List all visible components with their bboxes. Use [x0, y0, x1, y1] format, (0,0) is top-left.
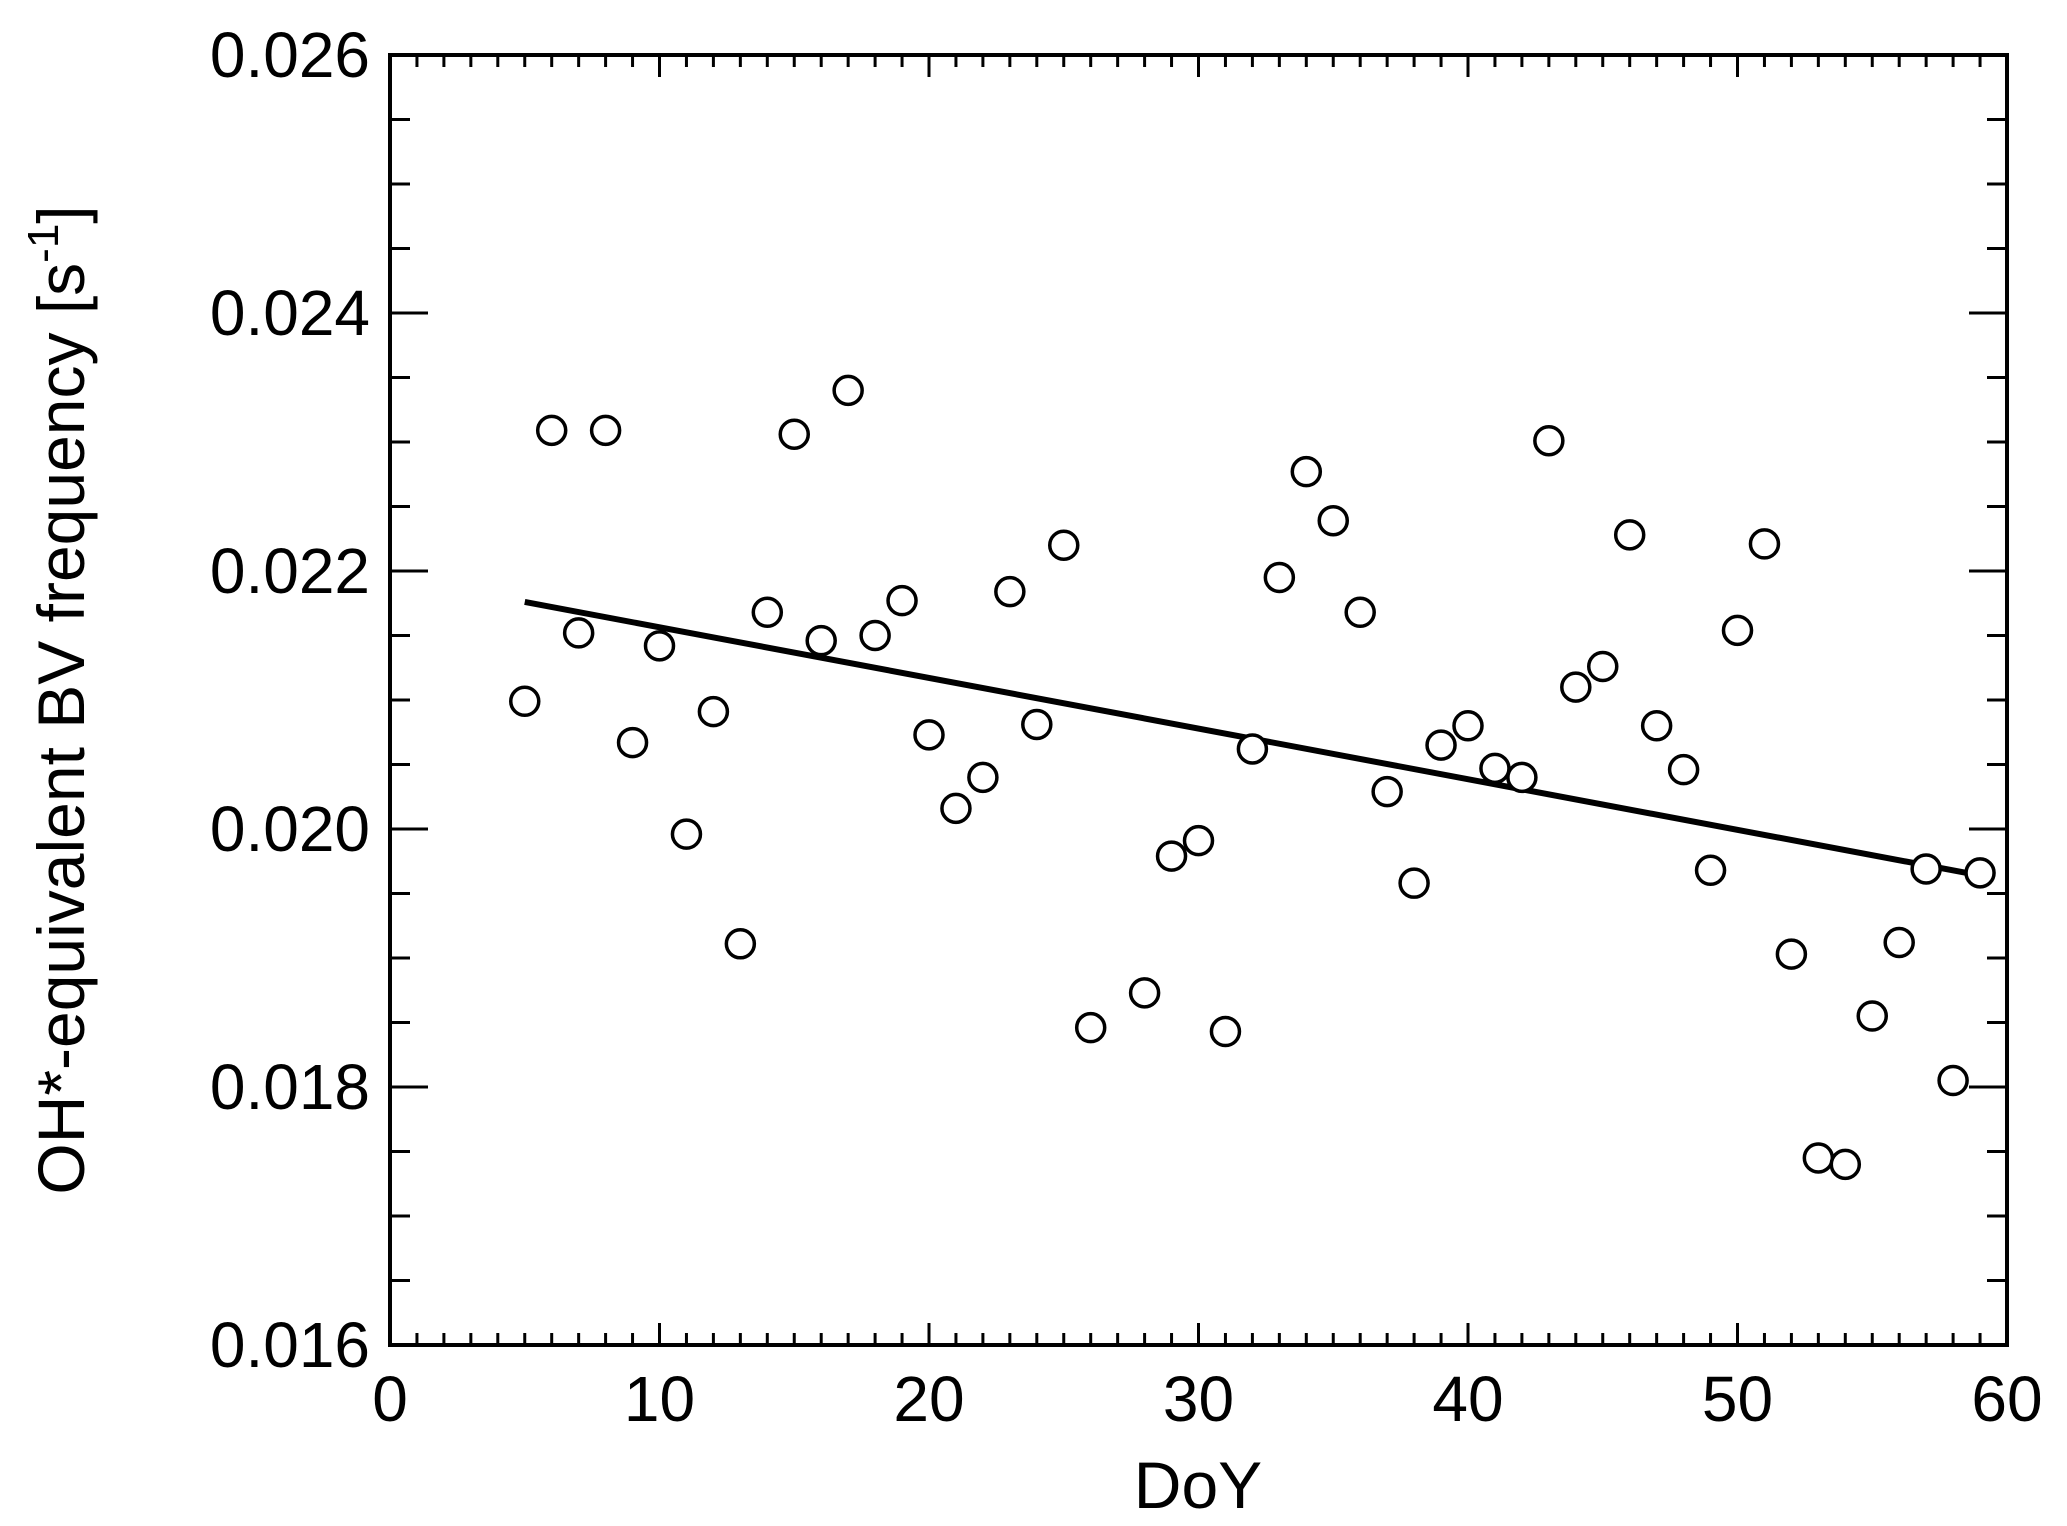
y-axis-title-main: OH*-equivalent BV frequency [s	[24, 263, 98, 1195]
x-tick-label: 40	[1432, 1363, 1503, 1435]
data-point	[1209, 1015, 1242, 1048]
data-point	[1048, 529, 1080, 561]
data-point	[1640, 710, 1673, 742]
data-point	[751, 596, 784, 629]
data-point	[509, 685, 541, 718]
y-tick-labels: 0.016 0.018 0.020 0.022 0.024 0.026	[210, 19, 370, 1381]
plot-frame	[388, 53, 2009, 1347]
data-point	[1937, 1064, 1969, 1097]
axis-ticks	[388, 53, 2009, 1347]
data-point	[940, 792, 972, 825]
data-point	[1802, 1142, 1835, 1174]
data-point	[1128, 977, 1161, 1009]
data-point	[994, 575, 1026, 608]
y-axis-title: OH*-equivalent BV frequency [s-1]	[19, 205, 98, 1194]
data-point	[805, 624, 837, 657]
x-tick-labels: 0 10 20 30 40 50 60	[372, 1363, 2042, 1435]
x-tick-label: 60	[1971, 1363, 2042, 1435]
data-point	[1613, 519, 1646, 551]
data-point	[832, 374, 864, 407]
data-point	[1236, 733, 1269, 765]
data-point	[1694, 854, 1727, 887]
data-point	[1560, 671, 1592, 703]
data-point	[1721, 614, 1754, 647]
data-point	[1587, 650, 1619, 683]
data-point	[1506, 761, 1538, 794]
data-point	[859, 619, 891, 652]
data-point	[1317, 504, 1349, 537]
data-point	[670, 818, 703, 850]
data-point	[1021, 708, 1053, 741]
data-point	[1829, 1148, 1862, 1181]
y-tick-label: 0.024	[210, 277, 370, 349]
y-tick-label: 0.022	[210, 535, 370, 607]
data-point	[1667, 753, 1700, 786]
y-axis-title-close: ]	[24, 205, 98, 223]
data-point	[1344, 596, 1376, 629]
y-tick-label: 0.020	[210, 793, 370, 865]
data-point	[589, 414, 622, 447]
data-point	[1964, 857, 1996, 889]
x-axis-title: DoY	[1134, 1448, 1262, 1522]
data-point	[913, 719, 945, 751]
data-point	[1425, 729, 1457, 761]
x-tick-label: 0	[372, 1363, 408, 1435]
data-point	[1910, 853, 1942, 885]
data-point	[1155, 840, 1188, 872]
data-points	[509, 374, 1996, 1181]
data-point	[1883, 926, 1915, 959]
data-point	[1398, 867, 1430, 899]
data-point	[1479, 752, 1511, 785]
data-point	[697, 695, 730, 728]
data-point	[967, 761, 999, 794]
data-point	[1074, 1011, 1107, 1044]
data-point	[886, 584, 918, 617]
data-point	[1856, 1000, 1888, 1032]
data-point	[643, 630, 676, 662]
data-point	[1452, 710, 1484, 742]
data-point	[535, 414, 568, 447]
data-point	[1748, 528, 1781, 560]
data-point	[1182, 824, 1215, 857]
data-point	[616, 726, 649, 759]
data-point	[724, 928, 757, 960]
data-point	[562, 617, 595, 649]
data-point	[1371, 775, 1403, 808]
y-axis-title-exponent: -1	[19, 224, 68, 263]
data-point	[1533, 424, 1565, 457]
data-point	[1263, 561, 1296, 594]
data-point	[778, 418, 810, 451]
data-point	[1775, 938, 1808, 970]
y-tick-label: 0.018	[210, 1051, 370, 1123]
y-tick-label: 0.026	[210, 19, 370, 91]
x-tick-label: 10	[624, 1363, 695, 1435]
x-tick-label: 20	[893, 1363, 964, 1435]
x-tick-label: 30	[1163, 1363, 1234, 1435]
y-tick-label: 0.016	[210, 1309, 370, 1381]
data-point	[1290, 455, 1323, 488]
x-tick-label: 50	[1702, 1363, 1773, 1435]
